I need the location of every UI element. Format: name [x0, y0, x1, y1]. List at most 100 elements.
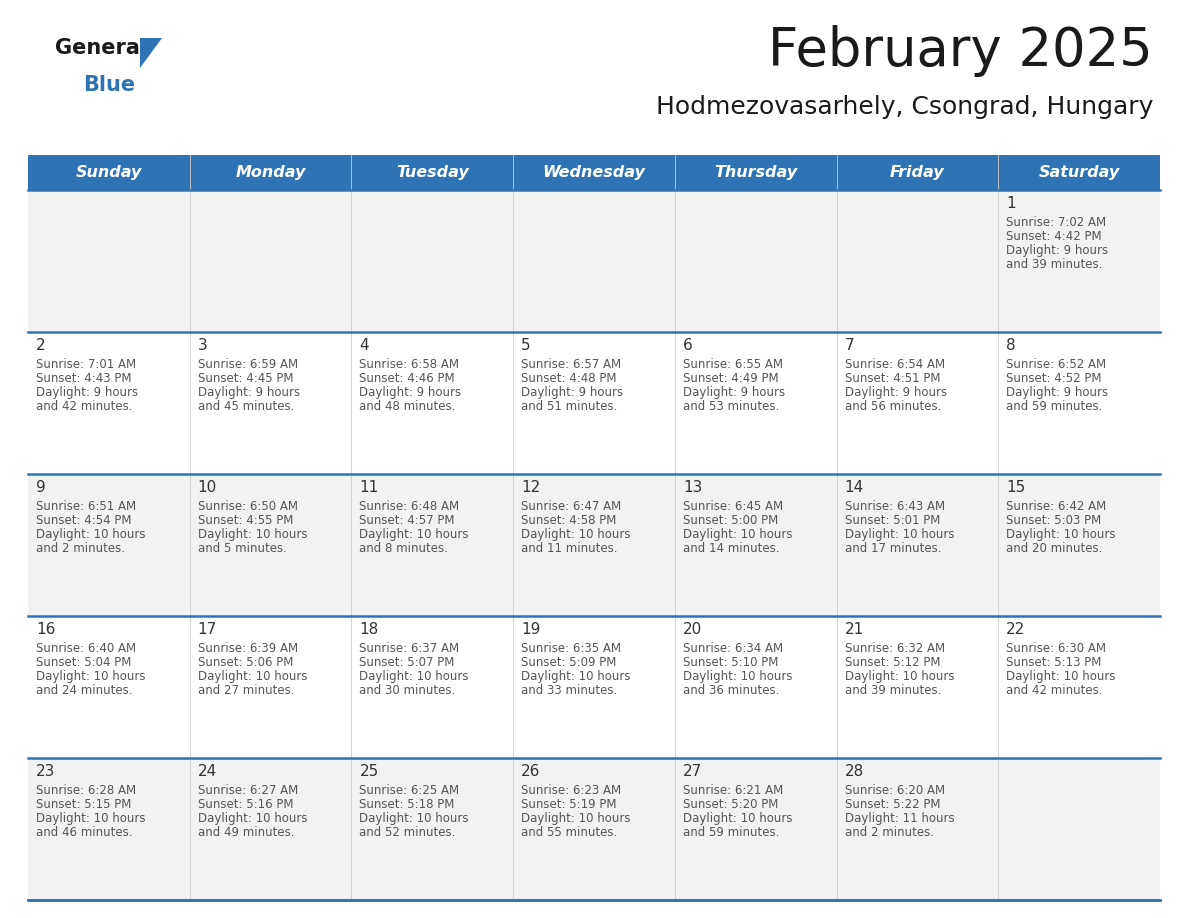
Text: Daylight: 10 hours: Daylight: 10 hours	[360, 670, 469, 683]
Text: 8: 8	[1006, 338, 1016, 353]
Text: Daylight: 10 hours: Daylight: 10 hours	[36, 670, 145, 683]
Text: Sunset: 5:22 PM: Sunset: 5:22 PM	[845, 798, 940, 811]
Text: Daylight: 9 hours: Daylight: 9 hours	[197, 386, 299, 399]
Text: and 55 minutes.: and 55 minutes.	[522, 826, 618, 839]
Text: Sunset: 4:55 PM: Sunset: 4:55 PM	[197, 514, 293, 527]
Text: 6: 6	[683, 338, 693, 353]
Text: Sunset: 4:51 PM: Sunset: 4:51 PM	[845, 372, 940, 385]
Text: Sunrise: 6:57 AM: Sunrise: 6:57 AM	[522, 358, 621, 371]
Text: and 59 minutes.: and 59 minutes.	[1006, 400, 1102, 413]
Text: 16: 16	[36, 622, 56, 637]
Text: Sunset: 5:01 PM: Sunset: 5:01 PM	[845, 514, 940, 527]
Text: Daylight: 10 hours: Daylight: 10 hours	[360, 812, 469, 825]
Text: Sunrise: 6:21 AM: Sunrise: 6:21 AM	[683, 784, 783, 797]
Text: Daylight: 10 hours: Daylight: 10 hours	[36, 528, 145, 541]
Bar	[190, 155, 352, 190]
Text: 4: 4	[360, 338, 369, 353]
Text: and 39 minutes.: and 39 minutes.	[845, 684, 941, 697]
Text: and 2 minutes.: and 2 minutes.	[36, 542, 125, 555]
Text: and 30 minutes.: and 30 minutes.	[360, 684, 456, 697]
Text: Saturday: Saturday	[1038, 165, 1120, 180]
Bar	[998, 155, 1159, 190]
Text: Blue: Blue	[83, 75, 135, 95]
Bar	[29, 190, 1159, 332]
Text: and 53 minutes.: and 53 minutes.	[683, 400, 779, 413]
Text: Sunset: 4:57 PM: Sunset: 4:57 PM	[360, 514, 455, 527]
Text: Sunrise: 6:35 AM: Sunrise: 6:35 AM	[522, 642, 621, 655]
Text: Daylight: 9 hours: Daylight: 9 hours	[360, 386, 462, 399]
Text: and 42 minutes.: and 42 minutes.	[36, 400, 133, 413]
Text: 9: 9	[36, 480, 46, 495]
Text: Sunrise: 6:59 AM: Sunrise: 6:59 AM	[197, 358, 298, 371]
Text: Daylight: 9 hours: Daylight: 9 hours	[845, 386, 947, 399]
Bar	[29, 616, 1159, 758]
Text: Sunrise: 6:47 AM: Sunrise: 6:47 AM	[522, 500, 621, 513]
Text: Sunrise: 6:32 AM: Sunrise: 6:32 AM	[845, 642, 944, 655]
Text: Sunset: 5:06 PM: Sunset: 5:06 PM	[197, 656, 293, 669]
Text: Sunrise: 6:28 AM: Sunrise: 6:28 AM	[36, 784, 137, 797]
Text: Sunset: 4:45 PM: Sunset: 4:45 PM	[197, 372, 293, 385]
Text: 24: 24	[197, 764, 217, 779]
Text: Sunrise: 6:54 AM: Sunrise: 6:54 AM	[845, 358, 944, 371]
Text: 7: 7	[845, 338, 854, 353]
Text: Daylight: 10 hours: Daylight: 10 hours	[522, 812, 631, 825]
Text: February 2025: February 2025	[769, 25, 1154, 77]
Text: Wednesday: Wednesday	[543, 165, 645, 180]
Text: and 17 minutes.: and 17 minutes.	[845, 542, 941, 555]
Polygon shape	[140, 38, 162, 68]
Text: Sunset: 5:12 PM: Sunset: 5:12 PM	[845, 656, 940, 669]
Bar	[836, 155, 998, 190]
Text: Sunrise: 7:02 AM: Sunrise: 7:02 AM	[1006, 216, 1106, 229]
Bar	[675, 155, 836, 190]
Text: Sunrise: 6:43 AM: Sunrise: 6:43 AM	[845, 500, 944, 513]
Text: and 56 minutes.: and 56 minutes.	[845, 400, 941, 413]
Text: Sunrise: 6:39 AM: Sunrise: 6:39 AM	[197, 642, 298, 655]
Text: Sunset: 4:48 PM: Sunset: 4:48 PM	[522, 372, 617, 385]
Text: Daylight: 10 hours: Daylight: 10 hours	[197, 528, 308, 541]
Text: Sunrise: 6:27 AM: Sunrise: 6:27 AM	[197, 784, 298, 797]
Text: Daylight: 10 hours: Daylight: 10 hours	[522, 670, 631, 683]
Bar	[29, 332, 1159, 474]
Text: 15: 15	[1006, 480, 1025, 495]
Text: 13: 13	[683, 480, 702, 495]
Text: Sunrise: 6:40 AM: Sunrise: 6:40 AM	[36, 642, 137, 655]
Text: Daylight: 10 hours: Daylight: 10 hours	[522, 528, 631, 541]
Text: Daylight: 9 hours: Daylight: 9 hours	[36, 386, 138, 399]
Text: and 24 minutes.: and 24 minutes.	[36, 684, 133, 697]
Text: Sunrise: 6:58 AM: Sunrise: 6:58 AM	[360, 358, 460, 371]
Text: 5: 5	[522, 338, 531, 353]
Bar	[29, 155, 190, 190]
Text: Sunset: 5:13 PM: Sunset: 5:13 PM	[1006, 656, 1101, 669]
Text: Sunrise: 6:20 AM: Sunrise: 6:20 AM	[845, 784, 944, 797]
Text: and 45 minutes.: and 45 minutes.	[197, 400, 295, 413]
Text: and 52 minutes.: and 52 minutes.	[360, 826, 456, 839]
Bar	[352, 155, 513, 190]
Text: 17: 17	[197, 622, 217, 637]
Text: Daylight: 9 hours: Daylight: 9 hours	[522, 386, 624, 399]
Text: 22: 22	[1006, 622, 1025, 637]
Text: and 33 minutes.: and 33 minutes.	[522, 684, 618, 697]
Text: and 51 minutes.: and 51 minutes.	[522, 400, 618, 413]
Text: Daylight: 10 hours: Daylight: 10 hours	[683, 670, 792, 683]
Text: Sunrise: 6:30 AM: Sunrise: 6:30 AM	[1006, 642, 1106, 655]
Text: 1: 1	[1006, 196, 1016, 211]
Text: Daylight: 11 hours: Daylight: 11 hours	[845, 812, 954, 825]
Text: Sunrise: 6:45 AM: Sunrise: 6:45 AM	[683, 500, 783, 513]
Text: Sunset: 5:16 PM: Sunset: 5:16 PM	[197, 798, 293, 811]
Text: Hodmezovasarhely, Csongrad, Hungary: Hodmezovasarhely, Csongrad, Hungary	[656, 95, 1154, 119]
Text: and 11 minutes.: and 11 minutes.	[522, 542, 618, 555]
Text: Daylight: 10 hours: Daylight: 10 hours	[1006, 670, 1116, 683]
Text: Sunrise: 6:23 AM: Sunrise: 6:23 AM	[522, 784, 621, 797]
Text: Sunset: 5:09 PM: Sunset: 5:09 PM	[522, 656, 617, 669]
Text: 20: 20	[683, 622, 702, 637]
Bar	[513, 155, 675, 190]
Text: Sunset: 5:00 PM: Sunset: 5:00 PM	[683, 514, 778, 527]
Text: and 27 minutes.: and 27 minutes.	[197, 684, 295, 697]
Text: Sunrise: 6:51 AM: Sunrise: 6:51 AM	[36, 500, 137, 513]
Text: and 2 minutes.: and 2 minutes.	[845, 826, 934, 839]
Text: Daylight: 9 hours: Daylight: 9 hours	[683, 386, 785, 399]
Text: 27: 27	[683, 764, 702, 779]
Text: 2: 2	[36, 338, 45, 353]
Text: 23: 23	[36, 764, 56, 779]
Text: Daylight: 10 hours: Daylight: 10 hours	[1006, 528, 1116, 541]
